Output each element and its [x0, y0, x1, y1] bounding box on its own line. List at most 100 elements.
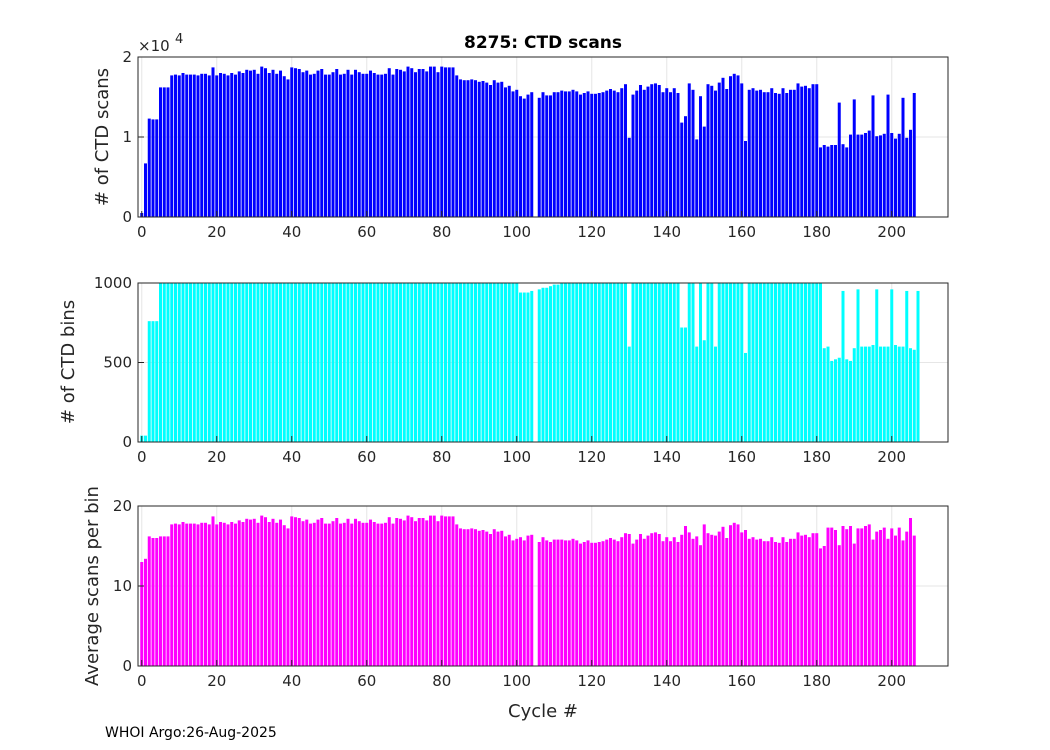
bar — [369, 519, 372, 666]
bar — [155, 321, 159, 442]
bar — [492, 283, 496, 442]
bar — [432, 283, 436, 442]
bar — [350, 523, 354, 666]
x-tick-label: 100 — [502, 672, 531, 690]
bar — [440, 283, 444, 442]
bar — [770, 537, 774, 666]
bar — [504, 87, 507, 218]
bar — [845, 529, 849, 666]
bar — [350, 283, 354, 442]
bar — [155, 119, 159, 217]
bar — [151, 538, 155, 666]
bar — [616, 283, 620, 442]
bar — [789, 89, 792, 217]
bar — [500, 530, 504, 666]
bar — [196, 283, 200, 442]
bar — [732, 73, 736, 217]
bar — [346, 69, 350, 217]
bar — [552, 539, 556, 666]
bar — [770, 88, 774, 217]
bar — [279, 519, 282, 666]
bar — [579, 283, 582, 442]
bar — [886, 94, 890, 217]
bar — [721, 77, 725, 217]
bar — [710, 534, 714, 666]
bar — [260, 515, 264, 666]
bar — [676, 93, 680, 217]
bar — [815, 84, 819, 217]
bar — [830, 360, 834, 442]
bar — [894, 345, 897, 442]
bar — [661, 541, 665, 666]
bar — [267, 522, 271, 666]
bar — [642, 283, 646, 442]
bar — [282, 283, 286, 442]
bar — [447, 283, 451, 442]
bar — [530, 534, 534, 666]
bar — [459, 283, 462, 442]
bar — [642, 89, 646, 217]
bar — [485, 531, 489, 666]
bar — [702, 524, 706, 666]
x-tick-label: 80 — [432, 672, 451, 690]
bar — [271, 518, 275, 666]
bar — [447, 516, 451, 666]
bar — [279, 283, 282, 442]
bar — [819, 147, 822, 217]
bar — [519, 96, 522, 217]
x-tick-label: 120 — [577, 223, 606, 241]
bar — [234, 523, 237, 666]
bar — [897, 527, 901, 666]
bar — [687, 532, 691, 666]
bar — [609, 283, 612, 442]
bar — [222, 522, 226, 666]
bar — [249, 70, 252, 217]
bar — [489, 85, 492, 217]
bar — [594, 542, 597, 666]
bar — [335, 518, 339, 666]
bar — [207, 283, 211, 442]
bar — [162, 536, 166, 666]
bar — [841, 290, 845, 442]
bar — [530, 290, 534, 442]
bar — [672, 283, 676, 442]
bar — [901, 346, 905, 442]
bar — [286, 79, 290, 218]
bar — [871, 539, 875, 666]
bar — [222, 73, 226, 217]
bar — [650, 84, 654, 217]
bar — [639, 85, 642, 217]
bar — [804, 283, 807, 442]
bar — [481, 283, 485, 442]
bar — [410, 283, 414, 442]
bar — [706, 533, 710, 666]
bar — [631, 94, 635, 217]
bar — [466, 283, 470, 442]
bar — [909, 129, 912, 217]
bar — [882, 346, 886, 442]
bar — [657, 283, 661, 442]
bar — [627, 346, 631, 442]
bar — [702, 340, 706, 442]
bar — [882, 133, 886, 217]
bar — [282, 525, 286, 666]
bar — [357, 72, 361, 217]
bar — [282, 76, 286, 217]
bar — [684, 327, 687, 442]
bar — [729, 283, 732, 442]
bar — [301, 72, 305, 217]
bar — [376, 74, 380, 217]
bar — [575, 540, 579, 666]
bar — [395, 518, 399, 666]
bar — [871, 345, 875, 442]
bar — [492, 529, 496, 666]
bar — [481, 81, 485, 217]
bar — [901, 97, 905, 217]
bar — [504, 536, 507, 666]
bar — [335, 283, 339, 442]
bar — [466, 529, 470, 666]
bar — [537, 542, 541, 666]
bar — [354, 69, 357, 217]
bar — [691, 89, 695, 217]
bar — [545, 95, 549, 217]
